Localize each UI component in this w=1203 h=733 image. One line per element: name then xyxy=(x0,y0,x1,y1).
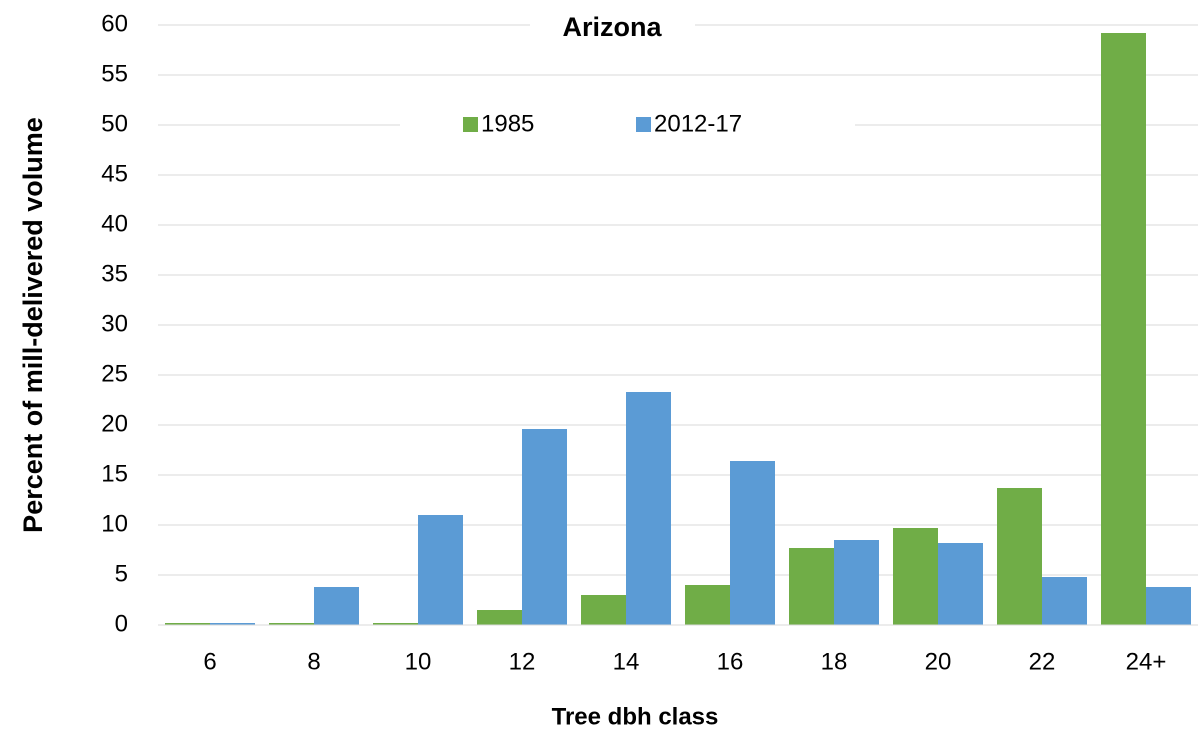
chart-title: Arizona xyxy=(562,12,662,42)
y-tick-label: 40 xyxy=(101,210,128,237)
bar xyxy=(418,515,463,625)
bar xyxy=(522,429,567,625)
x-tick-label: 8 xyxy=(307,648,320,675)
bar xyxy=(938,543,983,625)
bar xyxy=(210,623,255,625)
bar xyxy=(269,623,314,625)
bar xyxy=(789,548,834,625)
x-tick-label: 18 xyxy=(821,648,848,675)
y-tick-label: 45 xyxy=(101,160,128,187)
bar xyxy=(893,528,938,625)
x-tick-label: 20 xyxy=(925,648,952,675)
legend-swatch xyxy=(463,117,478,132)
bar xyxy=(581,595,626,625)
x-tick-label: 16 xyxy=(717,648,744,675)
bar xyxy=(477,610,522,625)
x-tick-label: 10 xyxy=(405,648,432,675)
bar xyxy=(730,461,775,625)
legend-label: 1985 xyxy=(481,110,534,137)
bar xyxy=(626,392,671,625)
x-tick-label: 12 xyxy=(509,648,536,675)
bar xyxy=(1146,587,1191,625)
bar xyxy=(1042,577,1087,625)
y-tick-label: 20 xyxy=(101,410,128,437)
y-tick-label: 0 xyxy=(115,610,128,637)
x-tick-label: 6 xyxy=(203,648,216,675)
bar xyxy=(165,623,210,625)
y-tick-label: 60 xyxy=(101,10,128,37)
y-tick-label: 10 xyxy=(101,510,128,537)
y-tick-label: 50 xyxy=(101,110,128,137)
title-bg xyxy=(530,8,695,48)
x-tick-label: 24+ xyxy=(1126,648,1167,675)
bar xyxy=(997,488,1042,625)
legend-swatch xyxy=(636,117,651,132)
x-tick-label: 14 xyxy=(613,648,640,675)
y-tick-label: 15 xyxy=(101,460,128,487)
x-tick-label: 22 xyxy=(1029,648,1056,675)
x-axis-label: Tree dbh class xyxy=(552,703,719,730)
bar xyxy=(834,540,879,625)
y-tick-label: 30 xyxy=(101,310,128,337)
bar xyxy=(373,623,418,625)
legend-label: 2012-17 xyxy=(654,110,742,137)
bar xyxy=(1101,33,1146,625)
y-tick-label: 55 xyxy=(101,60,128,87)
y-tick-label: 25 xyxy=(101,360,128,387)
bar xyxy=(685,585,730,625)
bar xyxy=(314,587,359,625)
y-tick-label: 35 xyxy=(101,260,128,287)
y-tick-label: 5 xyxy=(115,560,128,587)
y-axis-label: Percent of mill-delivered volume xyxy=(18,117,48,533)
